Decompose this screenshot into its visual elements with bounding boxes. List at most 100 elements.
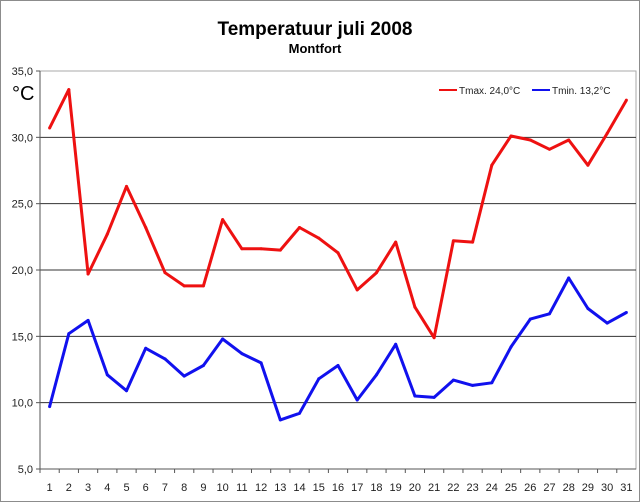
data-point (67, 332, 71, 336)
y-tick-label: 25,0 (12, 199, 33, 211)
y-tick-label: 35,0 (12, 66, 33, 78)
data-point (567, 138, 571, 142)
data-point (125, 184, 129, 188)
data-point (125, 389, 129, 393)
data-point (586, 163, 590, 167)
data-point (413, 394, 417, 398)
data-point (317, 377, 321, 381)
data-point (528, 317, 532, 321)
x-tick-label: 19 (390, 482, 402, 494)
data-point (259, 361, 263, 365)
data-point (394, 342, 398, 346)
data-point (355, 398, 359, 402)
data-point (298, 411, 302, 415)
data-point (105, 232, 109, 236)
series-line-tmin (48, 276, 628, 422)
x-tick-label: 8 (181, 482, 187, 494)
data-point (240, 247, 244, 251)
x-tick-label: 10 (217, 482, 229, 494)
data-point (240, 352, 244, 356)
data-point (336, 251, 340, 255)
data-point (278, 248, 282, 252)
data-point (490, 381, 494, 385)
x-tick-label: 20 (409, 482, 421, 494)
data-point (432, 336, 436, 340)
legend-label: Tmin. 13,2°C (552, 86, 610, 97)
x-tick-label: 2 (66, 482, 72, 494)
y-tick-label: 20,0 (12, 265, 33, 277)
data-point (451, 239, 455, 243)
data-point (624, 310, 628, 314)
data-point (547, 147, 551, 151)
data-point (451, 378, 455, 382)
x-tick-label: 18 (370, 482, 382, 494)
legend-label: Tmax. 24,0°C (459, 86, 520, 97)
data-point (509, 134, 513, 138)
data-point (624, 98, 628, 102)
data-point (355, 288, 359, 292)
data-point (48, 126, 52, 130)
x-tick-label: 1 (47, 482, 53, 494)
x-tick-label: 4 (104, 482, 110, 494)
data-point (86, 318, 90, 322)
data-point (471, 383, 475, 387)
data-point (605, 131, 609, 135)
data-point (144, 226, 148, 230)
data-point (67, 88, 71, 92)
x-tick-label: 24 (486, 482, 498, 494)
data-point (374, 373, 378, 377)
x-tick-label: 12 (255, 482, 267, 494)
data-point (528, 138, 532, 142)
data-point (317, 236, 321, 240)
x-tick-label: 21 (428, 482, 440, 494)
x-tick-label: 22 (447, 482, 459, 494)
data-point (567, 276, 571, 280)
data-point (586, 306, 590, 310)
data-point (163, 357, 167, 361)
data-point (259, 247, 263, 251)
data-point (432, 395, 436, 399)
chart-title: Temperatuur juli 2008 (218, 19, 413, 40)
x-tick-label: 6 (143, 482, 149, 494)
data-point (144, 346, 148, 350)
x-tick-label: 3 (85, 482, 91, 494)
x-tick-label: 29 (582, 482, 594, 494)
x-tick-label: 16 (332, 482, 344, 494)
data-point (374, 271, 378, 275)
x-tick-label: 13 (274, 482, 286, 494)
data-point (413, 305, 417, 309)
series-line-tmax (48, 88, 628, 340)
data-point (336, 364, 340, 368)
x-tick-label: 30 (601, 482, 613, 494)
x-tick-label: 11 (236, 482, 247, 494)
data-point (163, 271, 167, 275)
data-point (394, 240, 398, 244)
data-point (86, 272, 90, 276)
y-tick-label: 30,0 (12, 132, 33, 144)
x-tick-label: 5 (123, 482, 129, 494)
x-tick-label: 26 (524, 482, 536, 494)
data-point (201, 364, 205, 368)
x-tick-label: 31 (620, 482, 632, 494)
y-axis-label: °C (12, 83, 34, 105)
data-point (48, 405, 52, 409)
data-point (221, 218, 225, 222)
x-tick-label: 28 (563, 482, 575, 494)
data-point (547, 312, 551, 316)
x-tick-label: 7 (162, 482, 168, 494)
data-point (105, 373, 109, 377)
x-tick-label: 23 (466, 482, 478, 494)
y-tick-label: 5,0 (18, 464, 33, 476)
data-point (471, 240, 475, 244)
data-point (605, 321, 609, 325)
y-tick-label: 10,0 (12, 398, 33, 410)
data-point (221, 337, 225, 341)
chart-subtitle: Montfort (289, 41, 342, 56)
data-point (490, 163, 494, 167)
y-tick-label: 15,0 (12, 331, 33, 343)
data-point (509, 345, 513, 349)
x-tick-label: 27 (543, 482, 555, 494)
x-tick-label: 15 (313, 482, 325, 494)
